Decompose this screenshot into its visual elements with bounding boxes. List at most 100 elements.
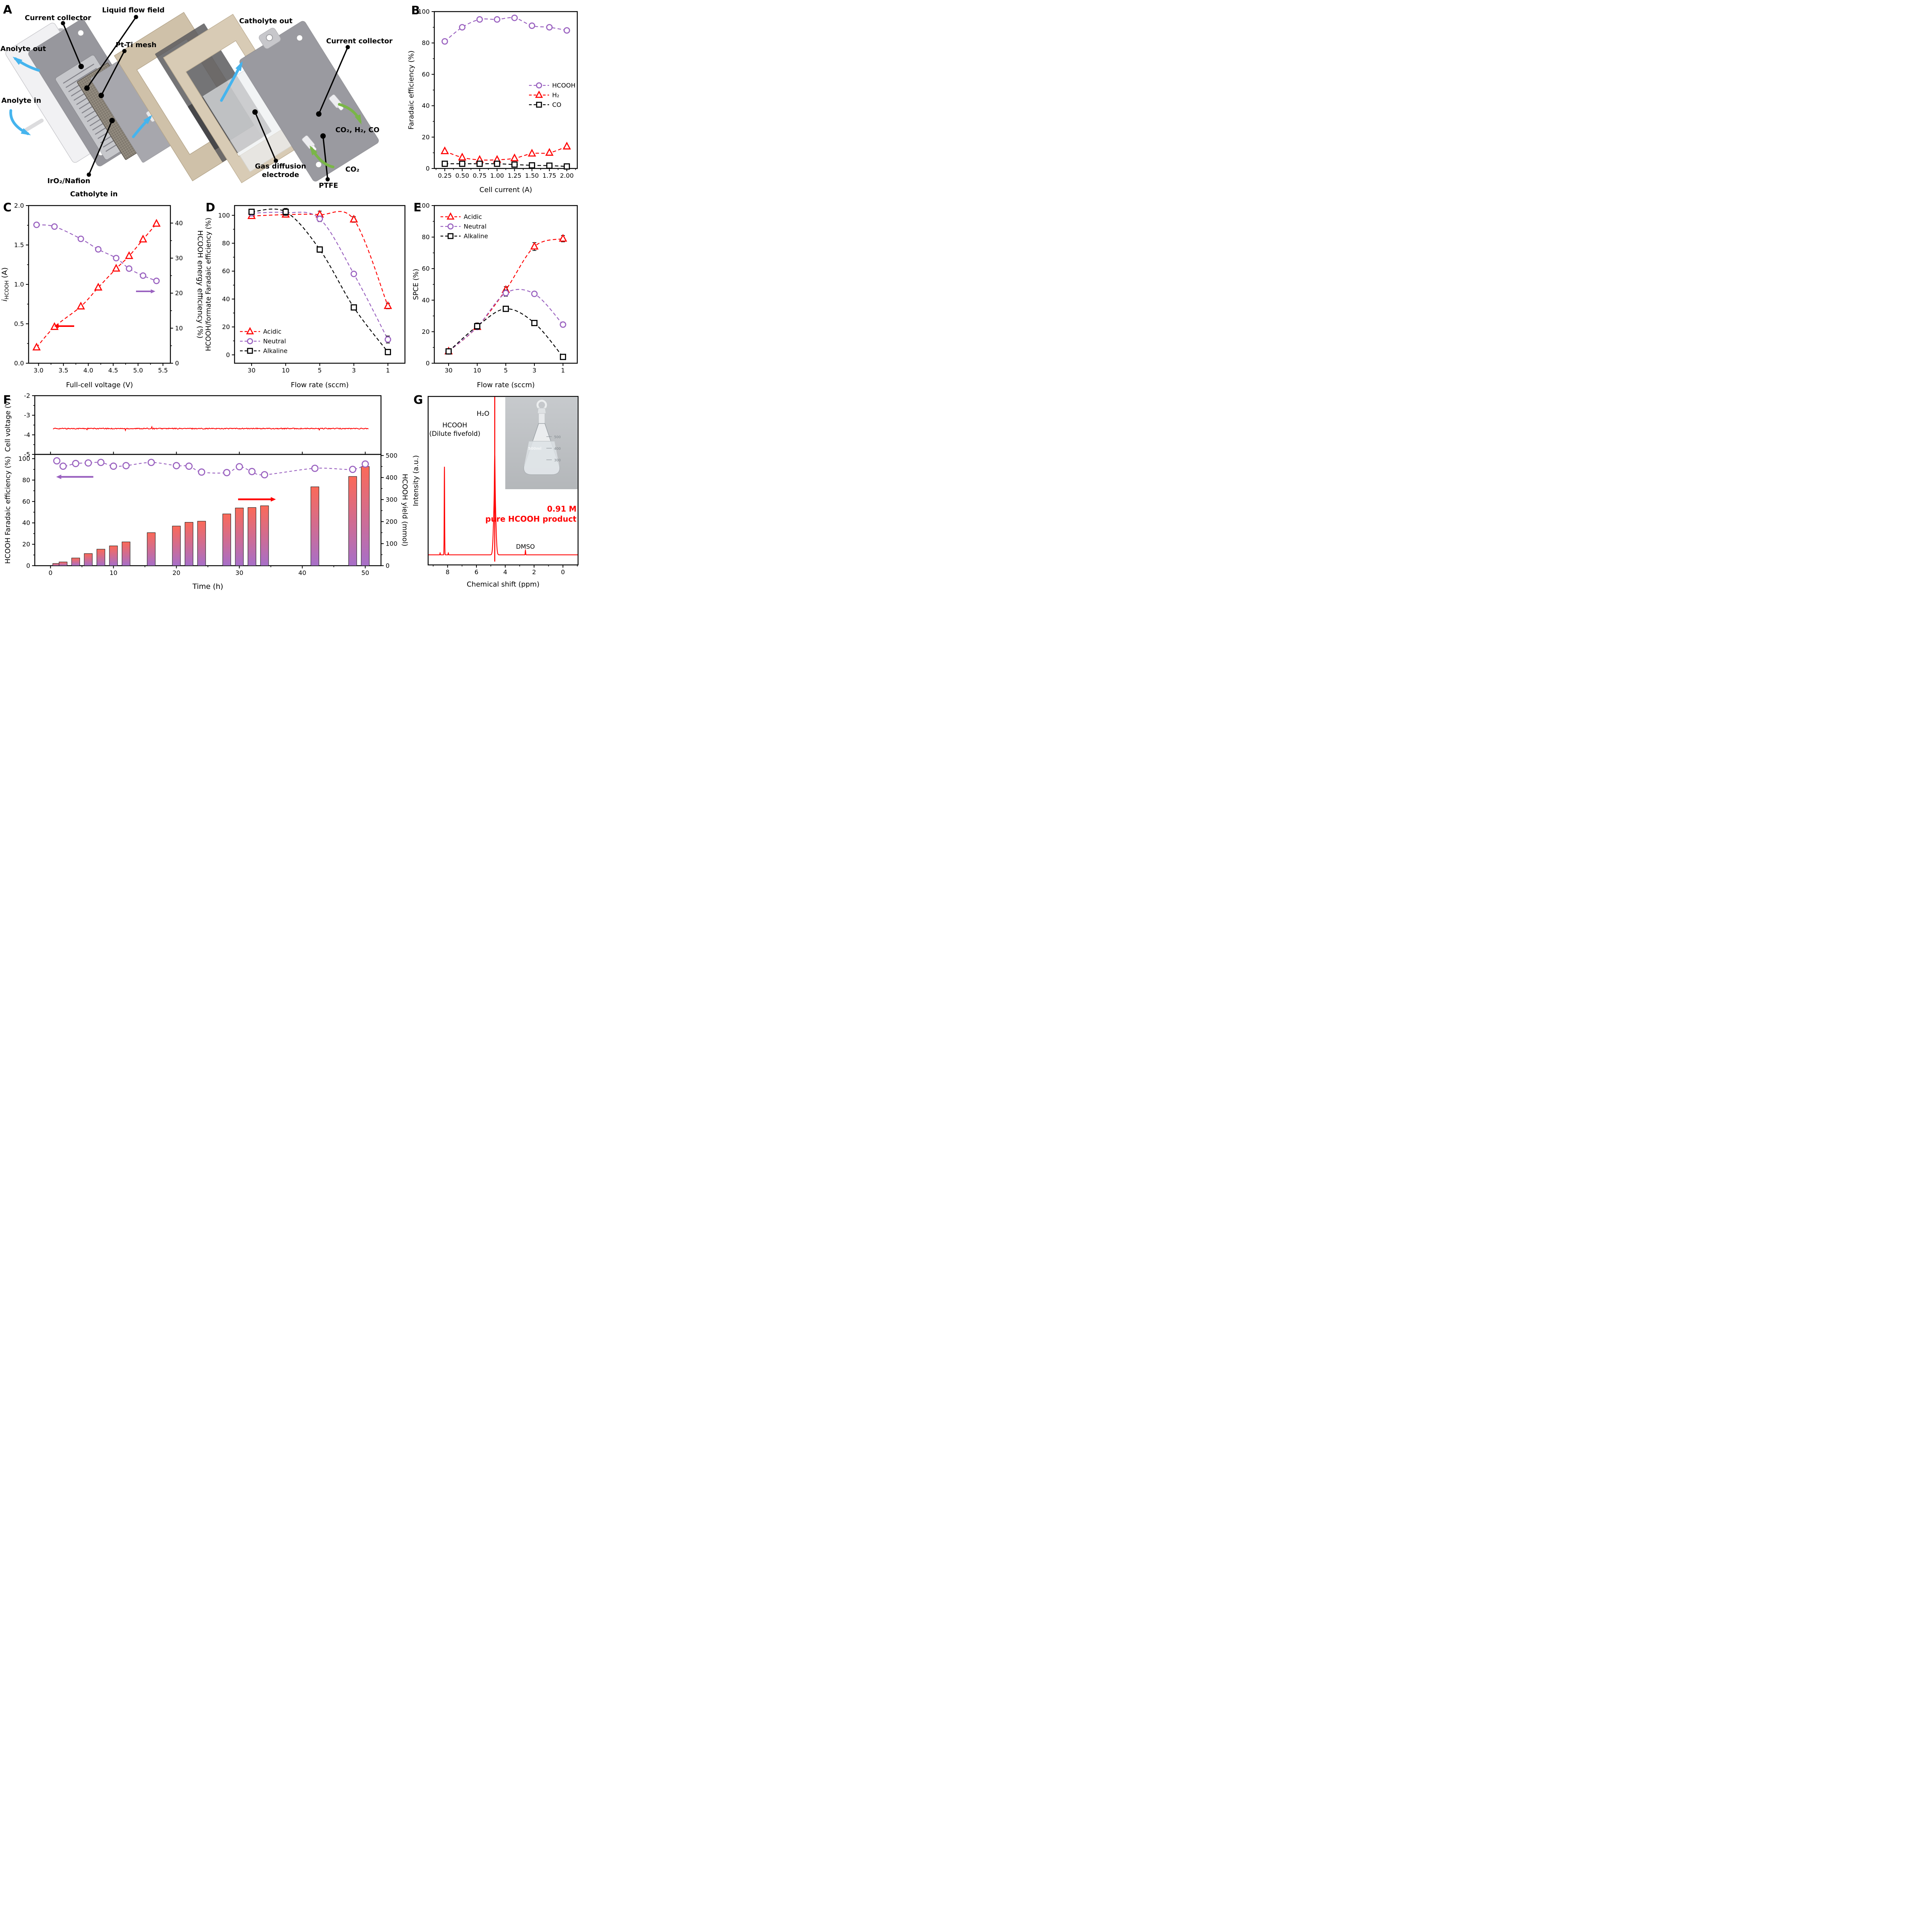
- svg-text:20: 20: [172, 569, 180, 577]
- y-axis-label: HCOOH/formate Faradaic efficiency (%): [205, 218, 213, 351]
- plot-frame: [234, 205, 406, 364]
- svg-text:60: 60: [422, 265, 430, 272]
- y-axis-label: SPCE (%): [412, 269, 420, 300]
- svg-text:60: 60: [422, 71, 430, 78]
- yield-bar: [71, 558, 80, 566]
- legend: HCOOH H₂ CO: [529, 82, 575, 109]
- svg-text:0: 0: [426, 360, 430, 367]
- series-neutral: [445, 289, 566, 355]
- x-axis-label: Chemical shift (ppm): [467, 580, 539, 588]
- gas-port: [302, 135, 317, 151]
- svg-text:40: 40: [22, 519, 30, 527]
- svg-text:60: 60: [22, 498, 30, 505]
- label-ptfe: PTFE: [319, 182, 338, 190]
- series-alkaline: [248, 208, 391, 355]
- svg-text:-3: -3: [24, 412, 30, 419]
- faradaic-efficiency-series: [53, 457, 369, 479]
- svg-text:40: 40: [422, 102, 430, 109]
- svg-text:4.0: 4.0: [83, 367, 93, 374]
- svg-text:-5: -5: [24, 451, 30, 458]
- yield-bar: [247, 507, 257, 566]
- yield-bar: [235, 508, 244, 566]
- label-catholyte-out: Catholyte out: [239, 17, 293, 25]
- panel-a-cell-schematic: Current collector Liquid flow field Pt-Ti …: [0, 0, 406, 198]
- x-axis-label: Full-cell voltage (V): [66, 381, 133, 389]
- plot-g: 8 6 4 2 0 Chemical shift (ppm) Intensity (a.u.…: [412, 396, 579, 588]
- label-current-collector-left: Current collector: [25, 14, 91, 22]
- hcooh-label: HCOOH: [442, 422, 467, 429]
- svg-text:HCOOH: HCOOH: [552, 82, 575, 89]
- series-H₂: [440, 141, 571, 163]
- svg-text:0: 0: [26, 562, 30, 570]
- svg-text:Neutral: Neutral: [464, 223, 486, 230]
- plot-frame: [434, 11, 578, 169]
- svg-text:10: 10: [282, 367, 289, 374]
- svg-text:80: 80: [22, 476, 30, 484]
- yield-bar: [185, 522, 194, 566]
- svg-text:10: 10: [175, 325, 183, 332]
- plot-b: 0.25 0.50 0.75 1.00 1.25 1.50 1.75 2.00 0 20 40 60 8…: [407, 8, 578, 194]
- flask-volume-label: 500ml: [528, 447, 542, 451]
- svg-text:40: 40: [422, 296, 430, 304]
- label-gas-diffusion-electrode: Gas diffusion: [255, 162, 306, 170]
- svg-text:Neutral: Neutral: [263, 338, 286, 345]
- svg-text:8: 8: [446, 568, 449, 576]
- flask-photo-inset: 500 400 300 500ml: [505, 397, 578, 489]
- svg-text:30: 30: [445, 367, 452, 374]
- svg-text:3.0: 3.0: [34, 367, 43, 374]
- svg-text:10: 10: [473, 367, 481, 374]
- svg-text:3.5: 3.5: [58, 367, 68, 374]
- label-gas-diffusion-electrode: electrode: [262, 171, 299, 179]
- svg-text:60: 60: [222, 267, 230, 275]
- panel-letter-c: C: [3, 201, 12, 214]
- panel-e-spce-chart: 30 10 5 3 1 0 20 40 60 80 100 Flow rate (sccm) SPCE …: [410, 198, 582, 391]
- svg-text:1.50: 1.50: [525, 172, 539, 179]
- series-alkaline: [445, 306, 566, 360]
- svg-text:40: 40: [298, 569, 306, 577]
- svg-text:0.50: 0.50: [455, 172, 469, 179]
- svg-text:1.75: 1.75: [543, 172, 556, 179]
- svg-text:1.5: 1.5: [14, 242, 24, 249]
- svg-text:0.5: 0.5: [14, 320, 24, 328]
- svg-text:4.5: 4.5: [108, 367, 118, 374]
- cathode-current-collector: [239, 20, 379, 182]
- panel-letter-e: E: [413, 201, 422, 214]
- panel-letter-g: G: [413, 393, 423, 407]
- svg-text:2.0: 2.0: [14, 202, 24, 209]
- hcooh-dilute-label: (Dilute fivefold): [429, 430, 480, 438]
- label-iro2-nafion: IrO₂/Nafion: [47, 177, 90, 185]
- flask-graduations: 500 400 300: [546, 435, 561, 463]
- chart-faradaic-efficiency-vs-current: 0.25 0.50 0.75 1.00 1.25 1.50 1.75 2.00 0 20 40 60 8…: [407, 8, 578, 194]
- svg-text:30: 30: [248, 367, 255, 374]
- yield-bar: [260, 505, 269, 566]
- svg-text:5: 5: [504, 367, 508, 374]
- label-liquid-flow-field: Liquid flow field: [102, 6, 165, 14]
- panel-letter-d: D: [206, 201, 215, 214]
- chart-ihcooh-energy-efficiency: 3.0 3.5 4.0 4.5 5.0 5.5 0.0 0.5 1.0 1.5 2.0 0 10 20 30…: [0, 202, 204, 389]
- series-CO: [442, 160, 570, 170]
- panel-letter-b: B: [411, 4, 420, 17]
- svg-text:400: 400: [386, 474, 398, 481]
- panel-letter-f: F: [3, 393, 11, 407]
- top-y-axis-label: Cell voltage (V): [4, 398, 12, 452]
- cell-schematic-drawing: Current collector Liquid flow field Pt-Ti …: [0, 6, 393, 198]
- svg-text:100: 100: [418, 8, 430, 15]
- svg-text:2: 2: [532, 568, 536, 576]
- exploded-cell: Current collector Liquid flow field Pt-Ti …: [0, 6, 393, 198]
- svg-text:0: 0: [175, 360, 179, 367]
- svg-text:400: 400: [554, 447, 561, 451]
- chart-long-term-stability: -2-3-4-50 10 20 30 40 50020406080100010020030…: [4, 392, 409, 591]
- label-pt-ti-mesh: Pt-Ti mesh: [116, 41, 156, 49]
- svg-text:0: 0: [561, 568, 565, 576]
- hcooh-yield-bars: [52, 466, 370, 566]
- svg-text:100: 100: [386, 540, 398, 547]
- series-HCOOH: [441, 14, 570, 45]
- svg-text:50: 50: [361, 569, 369, 577]
- chart-nmr-spectrum: 8 6 4 2 0 Chemical shift (ppm) Intensity (a.u.…: [412, 396, 579, 588]
- svg-text:Acidic: Acidic: [263, 328, 281, 335]
- svg-text:2.00: 2.00: [560, 172, 574, 179]
- yield-bar: [59, 561, 68, 566]
- plot-f: -2-3-4-50 10 20 30 40 50020406080100010020030…: [4, 392, 409, 591]
- svg-text:20: 20: [22, 541, 30, 548]
